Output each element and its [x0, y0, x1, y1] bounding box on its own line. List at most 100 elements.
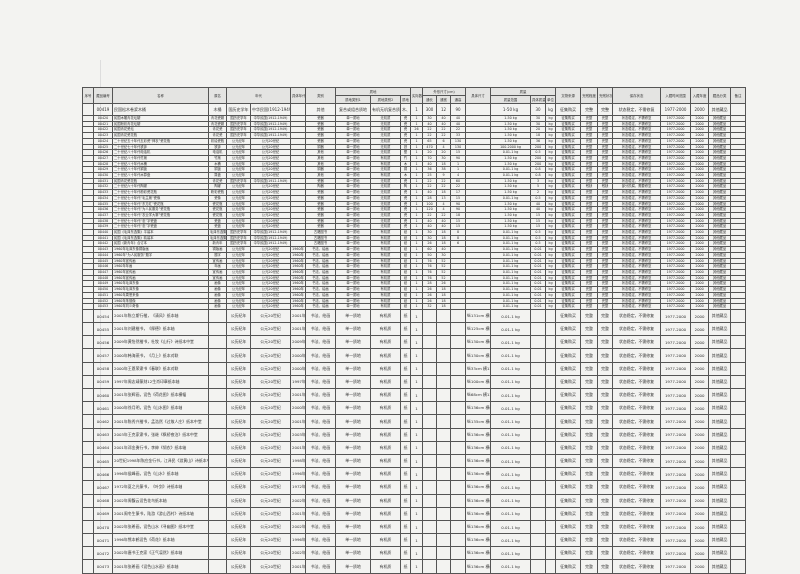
cell-id: 00472 [93, 546, 113, 561]
cell-size: 纵136cm 横68cm [465, 506, 492, 521]
cell-year: 2001年 [290, 440, 306, 455]
cell-unit: kg [545, 137, 557, 145]
cell-class: 其他藏品 [708, 374, 732, 390]
cell-year: 1998年 [290, 453, 306, 469]
cell-matsub: 纸 [399, 335, 412, 350]
cell-year: 2002年 [290, 493, 306, 508]
cell-year-in: 2000 [690, 533, 710, 548]
cell-era2: 公元20世纪 [250, 335, 291, 350]
cell-no [82, 519, 94, 535]
table-row: 00424 二十世纪五十年代五彩瓷“神农”瓷花瓶 彩绘瓷瓶 公元纪年 公元20世纪 瓷器单… [82, 137, 747, 145]
cell-note [730, 427, 747, 442]
cell-era1: 公历纪年 [226, 361, 251, 376]
cell-unit: kg [545, 206, 557, 213]
cell-unit [545, 361, 557, 376]
cell-matsub: 瓷 [399, 206, 412, 213]
cell-source: 征集购买 [555, 427, 582, 442]
cell-year: 1972年 [290, 480, 306, 495]
cell-source: 征集购买 [555, 519, 582, 535]
cell-era1: 公历纪年 [226, 533, 251, 548]
cell-era1: 公历纪年 [226, 414, 251, 429]
cell-width [436, 427, 452, 442]
cell-year: 2002年 [290, 546, 306, 561]
cell-orig [208, 427, 227, 442]
cell-no [82, 440, 94, 455]
cell-category: 书法、绘画 [305, 414, 336, 429]
cell-unit [545, 322, 557, 337]
cell-class: 其他藏品 [708, 361, 732, 376]
cell-category: 书法、绘画 [305, 559, 336, 574]
header-condition: 完残状况 [597, 87, 614, 104]
cell-name: 2001年陈立斯行楷，《清风》纸本轴 [112, 308, 209, 324]
cell-matsub: 纸 [399, 414, 412, 429]
cell-name: 2001年刘建楷书，《厚德》纸本轴 [112, 322, 209, 337]
cell-complete: 完整 [580, 374, 599, 390]
cell-mass-range: 0.01-1 kg [490, 519, 532, 535]
cell-width [436, 533, 452, 548]
cell-length [422, 467, 438, 482]
cell-note [730, 189, 747, 196]
cell-matsub: 瓷 [399, 194, 412, 202]
cell-size: 纵33cm 横130cm [465, 361, 492, 376]
cell-height [450, 453, 467, 469]
cell-no [82, 335, 94, 350]
cell-era2: 公元20世纪 [250, 467, 291, 482]
cell-era2: 公元20世纪 [250, 506, 291, 521]
cell-mat2: 有机质 [370, 519, 401, 535]
cell-year: 1960年 [290, 251, 306, 259]
cell-year: 2001年 [290, 506, 306, 521]
cell-era1: 国历史学年 [226, 103, 251, 116]
cell-state: 状态稳定，不需修复 [612, 335, 662, 350]
cell-era2: 中华民国(1912-1949) [250, 126, 291, 134]
cell-size: 纵100cm 横40cm [465, 374, 492, 390]
cell-era1: 公历纪年 [226, 493, 251, 508]
cell-era2: 中华民国(1912-1949) [250, 115, 291, 122]
cell-size: 纵131cm 横58cm [465, 308, 492, 324]
cell-year-in: 2000 [690, 388, 710, 403]
inventory-table: 序号 藏品编号 名称 原名 年代 具体年代 类别 质地 实际数量 外形尺寸(cm… [82, 87, 747, 574]
table-row: 00430 二十世纪八十年代木算盘 算盘 公元纪年 公元20世纪 其他 单一质地 有机质木 1 2… [82, 172, 747, 179]
cell-height [450, 493, 467, 508]
cell-category: 书法、绘画 [305, 374, 336, 390]
cell-matsub: 纸 [399, 308, 412, 324]
cell-orig [208, 533, 227, 548]
cell-matsub: 纸 [399, 240, 412, 248]
cell-no [82, 467, 94, 482]
cell-note [730, 240, 747, 248]
cell-size: 纵136cm 横68cm [465, 401, 492, 416]
cell-source: 征集购买 [555, 308, 582, 324]
cell-year-in: 2000 [690, 401, 710, 416]
cell-size: 纵68cm 横136cm [465, 388, 492, 403]
cell-id: 00465 [93, 453, 113, 469]
cell-no [82, 453, 94, 469]
cell-unit [545, 388, 557, 403]
cell-orig [208, 348, 227, 363]
cell-era2: 公元20世纪 [250, 388, 291, 403]
cell-matsub: 纸 [399, 234, 412, 242]
cell-mass-range: 0.01-1 kg [490, 480, 532, 495]
table-row: 00426 二十世纪八十年代电话机 电话机 公元纪年 公元20世纪 其他 单一质地 无机质塑 1… [82, 149, 747, 156]
cell-era1: 公历纪年 [226, 348, 251, 363]
cell-year-in: 2000 [690, 322, 710, 337]
cell-qty: 1 [410, 546, 424, 561]
cell-era2: 公元20世纪 [250, 348, 291, 363]
cell-category: 书法、绘画 [305, 335, 336, 350]
cell-class: 其他藏品 [708, 533, 732, 548]
cell-id: 00471 [93, 533, 113, 548]
table-row: 00436 二十世纪七十年代“为人民服务”瓷花瓶 瓷花瓶 公元纪年 公元20世纪 瓷器 单一… [82, 206, 747, 213]
cell-era2: 公元20世纪 [250, 440, 291, 455]
cell-qty: 1 [410, 559, 424, 574]
cell-era2: 公元20世纪 [250, 493, 291, 508]
cell-condition: 完整 [597, 453, 614, 469]
cell-source: 征集购买 [555, 374, 582, 390]
cell-unit [545, 559, 557, 574]
header-unit: 单位 [545, 95, 557, 104]
cell-name: 1996年熊本鹤设色《荷花》纸本轴 [112, 533, 209, 548]
cell-no [82, 103, 94, 116]
cell-mat2: 有机质 [370, 533, 401, 548]
cell-source: 征集购买 [555, 348, 582, 363]
cell-matsub: 瓷 [399, 137, 412, 145]
cell-note [730, 414, 747, 429]
cell-mat1: 单一质地 [335, 401, 371, 416]
cell-state: 状态稳定，不需修复 [612, 480, 662, 495]
